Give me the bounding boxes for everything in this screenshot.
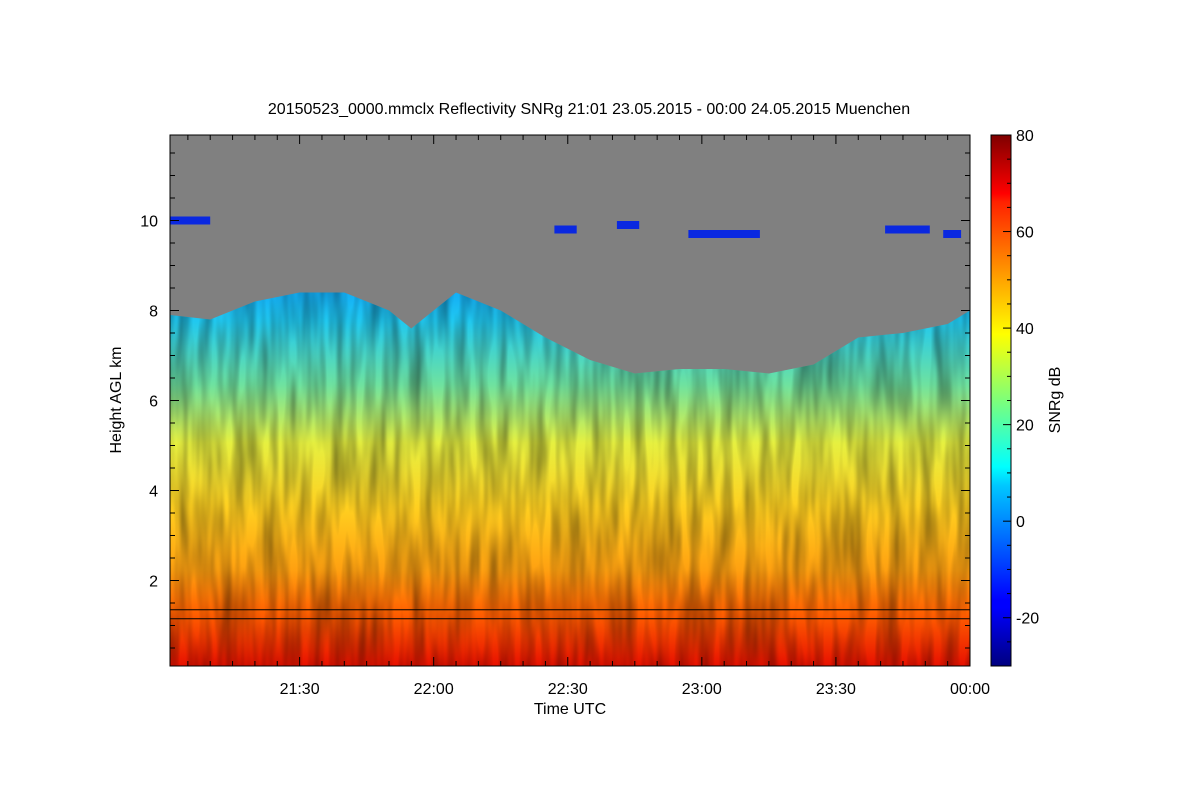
y-axis-label: Height AGL km bbox=[108, 346, 125, 453]
fall-streak-texture bbox=[170, 292, 970, 666]
upper-cloud-patch bbox=[616, 221, 640, 229]
colorbar-tick-label: 20 bbox=[1016, 418, 1034, 435]
y-tick-label: 8 bbox=[149, 304, 158, 321]
x-tick-label: 22:00 bbox=[414, 681, 454, 698]
x-axis-label: Time UTC bbox=[534, 701, 606, 718]
x-tick-label: 22:30 bbox=[548, 681, 588, 698]
y-tick-label: 4 bbox=[149, 484, 158, 501]
plot-area bbox=[170, 135, 970, 666]
x-tick-label: 00:00 bbox=[950, 681, 990, 698]
reflectivity-field bbox=[170, 292, 970, 666]
colorbar-tick-label: -20 bbox=[1016, 611, 1039, 628]
upper-cloud-patch bbox=[943, 230, 962, 238]
colorbar-tick-label: 60 bbox=[1016, 225, 1034, 242]
boundary-layer-lines bbox=[170, 609, 970, 620]
x-tick-label: 23:00 bbox=[682, 681, 722, 698]
upper-cloud-patch bbox=[170, 216, 211, 225]
colorbar-tick-label: 40 bbox=[1016, 321, 1034, 338]
upper-cloud-patch bbox=[688, 230, 760, 238]
x-tick-label: 21:30 bbox=[280, 681, 320, 698]
colorbar-tick-label: 80 bbox=[1016, 128, 1034, 145]
colorbar-tick-label: 0 bbox=[1016, 514, 1025, 531]
x-axis-ticks: 21:30 22:00 22:30 23:00 23:30 00:00 bbox=[187, 135, 990, 698]
y-tick-label: 6 bbox=[149, 394, 158, 411]
upper-cloud-patches bbox=[170, 216, 962, 238]
colorbar-label: SNRg dB bbox=[1047, 367, 1064, 434]
chart-title: 20150523_0000.mmclx Reflectivity SNRg 21… bbox=[268, 101, 910, 118]
y-tick-label: 2 bbox=[149, 574, 158, 591]
x-tick-label: 23:30 bbox=[816, 681, 856, 698]
colorbar-ticks: -20 0 20 40 60 80 bbox=[1003, 128, 1039, 667]
upper-cloud-patch bbox=[554, 225, 577, 234]
y-tick-label: 10 bbox=[140, 214, 158, 231]
upper-cloud-patch bbox=[885, 225, 930, 234]
y-axis-ticks: 2 4 6 8 10 bbox=[140, 152, 970, 649]
